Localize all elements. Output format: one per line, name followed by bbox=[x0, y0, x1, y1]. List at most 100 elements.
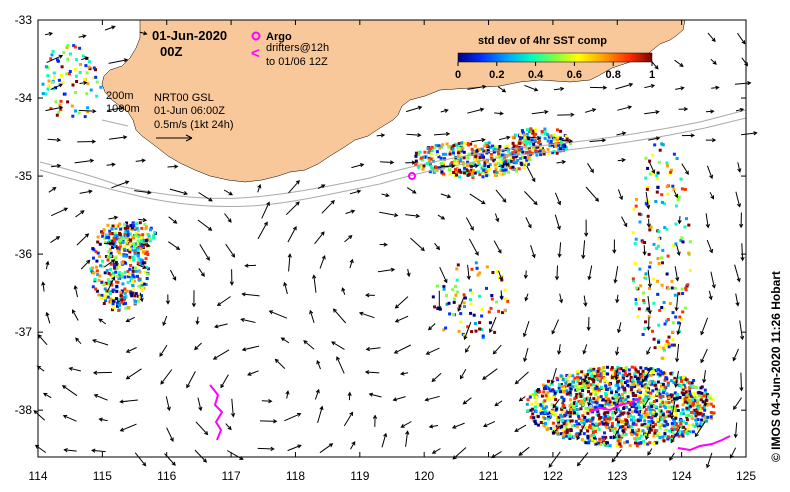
sst-pixel bbox=[528, 130, 531, 133]
sst-pixel bbox=[647, 368, 651, 372]
sst-pixel bbox=[529, 127, 533, 131]
sst-pixel bbox=[488, 145, 492, 149]
sst-pixel bbox=[547, 416, 550, 419]
sst-pixel bbox=[106, 278, 110, 282]
sst-pixel bbox=[487, 165, 490, 168]
current-vector bbox=[392, 396, 406, 402]
sst-pixel bbox=[574, 384, 578, 388]
sst-pixel bbox=[448, 312, 452, 316]
sst-pixel bbox=[621, 385, 625, 389]
sst-pixel bbox=[560, 399, 564, 403]
sst-pixel bbox=[60, 65, 64, 69]
sst-pixel bbox=[143, 251, 147, 255]
sst-pixel bbox=[672, 422, 676, 425]
sst-pixel bbox=[672, 434, 676, 438]
sst-pixel bbox=[652, 301, 656, 305]
sst-pixel bbox=[427, 151, 431, 154]
sst-pixel bbox=[653, 431, 657, 435]
sst-pixel bbox=[471, 161, 475, 165]
sst-pixel bbox=[585, 419, 589, 423]
sst-pixel bbox=[674, 242, 678, 246]
sst-pixel bbox=[557, 423, 560, 427]
sst-pixel bbox=[615, 418, 619, 422]
current-vector bbox=[466, 264, 471, 281]
sst-pixel bbox=[683, 306, 687, 310]
sst-pixel bbox=[635, 197, 638, 201]
sst-pixel bbox=[116, 234, 120, 237]
sst-pixel bbox=[637, 398, 641, 402]
sst-pixel bbox=[147, 267, 150, 271]
current-vector bbox=[526, 165, 536, 183]
sst-pixel bbox=[621, 373, 625, 377]
sst-pixel bbox=[457, 142, 461, 146]
sst-pixel bbox=[507, 159, 511, 163]
current-vector bbox=[524, 84, 539, 92]
sst-pixel bbox=[658, 308, 662, 312]
sst-pixel bbox=[483, 144, 487, 148]
sst-pixel bbox=[460, 141, 464, 145]
sst-pixel bbox=[630, 405, 634, 408]
current-vector bbox=[641, 367, 653, 383]
sst-pixel bbox=[691, 400, 695, 404]
current-vector bbox=[336, 356, 345, 374]
sst-pixel bbox=[596, 369, 600, 373]
sst-pixel bbox=[125, 229, 129, 233]
sst-pixel bbox=[569, 408, 573, 411]
sst-pixel bbox=[129, 224, 133, 228]
sst-pixel bbox=[557, 383, 561, 387]
sst-pixel bbox=[648, 394, 652, 398]
sst-pixel bbox=[503, 309, 507, 312]
sst-pixel bbox=[617, 408, 620, 412]
sst-pixel bbox=[589, 419, 592, 423]
current-vector bbox=[617, 189, 623, 201]
sst-pixel bbox=[576, 375, 580, 379]
sst-pixel bbox=[663, 416, 666, 420]
sst-pixel bbox=[681, 393, 685, 397]
argo-legend-icon bbox=[251, 31, 261, 41]
current-vector bbox=[247, 370, 259, 376]
sst-pixel bbox=[414, 159, 418, 163]
current-vector bbox=[552, 398, 560, 409]
sst-pixel bbox=[579, 376, 583, 380]
sst-pixel bbox=[619, 444, 623, 448]
sst-pixel bbox=[504, 168, 508, 172]
sst-pixel bbox=[660, 386, 664, 390]
current-vector bbox=[708, 290, 713, 301]
sst-pixel bbox=[132, 279, 136, 283]
sst-pixel bbox=[130, 277, 134, 281]
sst-pixel bbox=[691, 423, 695, 427]
sst-pixel bbox=[514, 149, 518, 153]
sst-pixel bbox=[655, 174, 659, 178]
current-vector bbox=[186, 371, 196, 389]
sst-pixel bbox=[474, 155, 478, 159]
sst-pixel bbox=[639, 213, 643, 217]
current-vector bbox=[705, 137, 717, 143]
current-vector bbox=[377, 267, 396, 273]
sst-pixel bbox=[128, 247, 132, 251]
sst-pixel bbox=[644, 272, 648, 276]
sst-pixel bbox=[648, 159, 652, 163]
sst-pixel bbox=[123, 287, 127, 291]
sst-pixel bbox=[123, 275, 127, 279]
sst-pixel bbox=[124, 254, 128, 258]
sst-pixel bbox=[512, 144, 516, 148]
sst-pixel bbox=[74, 109, 77, 113]
sst-pixel bbox=[569, 393, 573, 397]
sst-pixel bbox=[429, 157, 433, 161]
current-vector bbox=[43, 392, 52, 399]
lat-tick-label: -37 bbox=[15, 325, 33, 339]
current-vector bbox=[705, 109, 715, 114]
sst-pixel bbox=[545, 405, 548, 409]
sst-pixel bbox=[683, 225, 687, 229]
current-vector bbox=[554, 214, 561, 231]
sst-pixel bbox=[681, 403, 685, 407]
sst-pixel bbox=[572, 380, 575, 384]
current-vector bbox=[675, 343, 680, 363]
sst-pixel bbox=[470, 147, 474, 151]
sst-pixel bbox=[469, 161, 473, 165]
sst-pixel bbox=[641, 429, 645, 433]
current-vector bbox=[576, 424, 586, 441]
sst-pixel bbox=[575, 407, 579, 411]
sst-pixel bbox=[128, 243, 132, 247]
sst-pixel bbox=[569, 398, 573, 402]
